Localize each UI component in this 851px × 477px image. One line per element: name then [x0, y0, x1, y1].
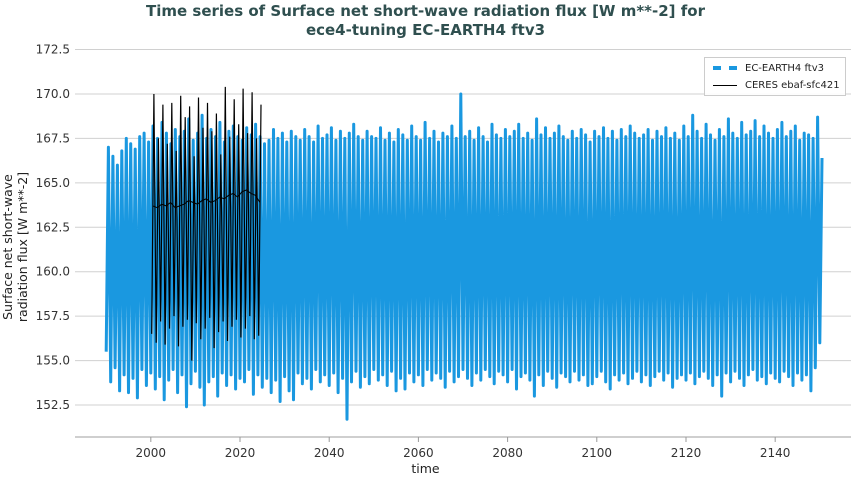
x-tick-label: 2100 [582, 446, 613, 460]
x-tick-label: 2120 [671, 446, 702, 460]
legend-swatch-obs [713, 84, 737, 86]
x-tick-label: 2020 [225, 446, 256, 460]
series-line-ceres [151, 86, 262, 361]
y-axis-label: Surface net short-wave radiation flux [W… [0, 122, 30, 372]
y-tick-label: 157.5 [36, 309, 70, 323]
x-tick-label: 2000 [136, 446, 167, 460]
x-tick-label: 2040 [314, 446, 345, 460]
y-tick-label: 170.0 [36, 87, 70, 101]
y-tick-label: 167.5 [36, 131, 70, 145]
y-label-line-1: Surface net short-wave [0, 174, 15, 320]
y-tick-label: 160.0 [36, 265, 70, 279]
legend-swatch-model [713, 66, 737, 70]
legend-item-model: EC-EARTH4 ftv3 [713, 61, 824, 75]
title-line-2: ece4-tuning EC-EARTH4 ftv3 [305, 21, 546, 39]
series-line-ceres-mean [152, 189, 261, 209]
x-axis-label: time [411, 461, 440, 476]
legend: EC-EARTH4 ftv3 CERES ebaf-sfc421 [704, 57, 846, 96]
x-tick-label: 2080 [492, 446, 523, 460]
y-tick-label: 162.5 [36, 220, 70, 234]
y-tick-label: 152.5 [36, 398, 70, 412]
legend-label-model: EC-EARTH4 ftv3 [745, 62, 825, 74]
x-tick-label: 2060 [403, 446, 434, 460]
title-line-1: Time series of Surface net short-wave ra… [146, 2, 705, 20]
chart-title: Time series of Surface net short-wave ra… [0, 2, 851, 40]
legend-item-obs: CERES ebaf-sfc421 [713, 78, 840, 92]
y-label-line-2: radiation flux [W m**-2] [15, 171, 30, 323]
legend-label-obs: CERES ebaf-sfc421 [745, 79, 840, 91]
x-tick-label: 2140 [760, 446, 791, 460]
y-tick-label: 165.0 [36, 176, 70, 190]
y-tick-label: 172.5 [36, 43, 70, 57]
series-line-ec-earth4 [104, 92, 824, 421]
y-tick-label: 155.0 [36, 354, 70, 368]
